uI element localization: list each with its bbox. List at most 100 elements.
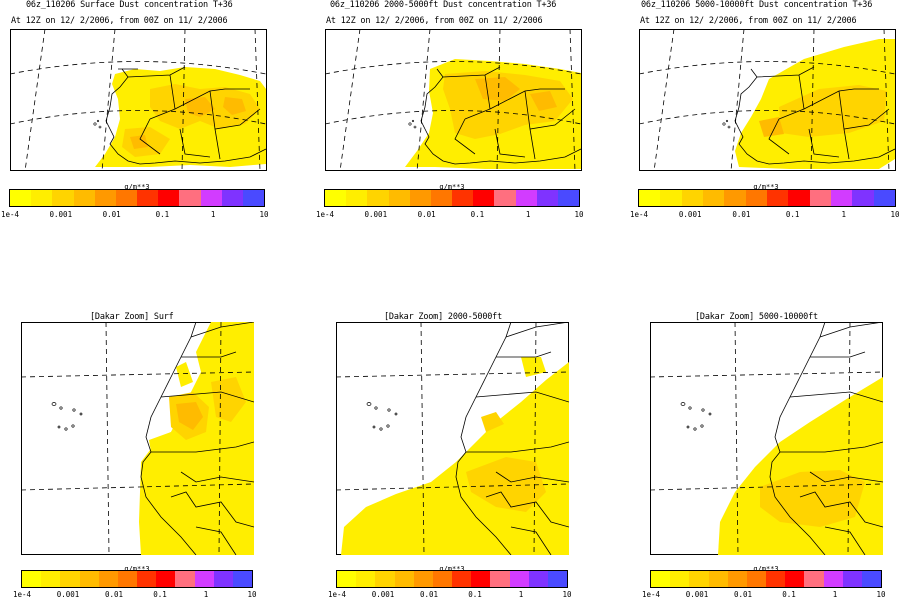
colorbar-tick-label: 0.01 <box>732 210 751 219</box>
colorbar-swatch <box>98 571 118 587</box>
colorbar-swatch <box>852 190 874 206</box>
colorbar-tick-label: 1 <box>841 210 847 219</box>
colorbar-swatch <box>727 571 747 587</box>
panel-5-colorbar-ticks: 1e-4 0.001 0.01 0.1 1 10 <box>328 590 572 600</box>
colorbar-swatch <box>41 571 61 587</box>
colorbar-tick-label: 0.1 <box>468 590 482 599</box>
colorbar-swatch <box>670 571 690 587</box>
islands <box>93 119 102 129</box>
colorbar-tick-label: 1e-4 <box>0 210 20 219</box>
colorbar-swatch <box>52 190 74 206</box>
colorbar-swatch <box>200 190 222 206</box>
panel-1-map <box>10 29 267 171</box>
panel-2-colorbar <box>324 189 580 207</box>
colorbar-swatch <box>409 190 431 206</box>
colorbar-swatch <box>137 571 157 587</box>
colorbar-swatch <box>823 571 843 587</box>
colorbar-swatch <box>232 571 253 587</box>
colorbar-swatch <box>346 190 368 206</box>
colorbar-swatch <box>60 571 80 587</box>
colorbar-tick-label: 10 <box>247 590 257 599</box>
panel-6-title: [Dakar Zoom] 5000-10000ft <box>695 312 818 322</box>
colorbar-swatch <box>117 571 138 587</box>
panel-4-colorbar-ticks: 1e-4 0.001 0.01 0.1 1 10 <box>13 590 257 600</box>
colorbar-swatch <box>809 190 831 206</box>
colorbar-swatch <box>194 571 214 587</box>
colorbar-tick-label: 1e-4 <box>327 590 347 599</box>
colorbar-swatch <box>660 190 682 206</box>
colorbar-swatch <box>873 190 895 206</box>
colorbar-swatch <box>432 571 453 587</box>
colorbar-tick-label: 0.1 <box>785 210 800 219</box>
panel-2-title: 06z_110206 2000-5000ft Dust concentratio… <box>330 0 557 10</box>
colorbar-swatch <box>536 190 558 206</box>
panel-5-colorbar <box>336 570 568 588</box>
colorbar-swatch <box>337 571 357 587</box>
colorbar-swatch <box>430 190 453 206</box>
colorbar-swatch <box>509 571 529 587</box>
colorbar-swatch <box>375 571 395 587</box>
colorbar-swatch <box>79 571 99 587</box>
panel-3-colorbar-ticks: 1e-4 0.001 0.01 0.1 1 10 <box>630 210 900 220</box>
panel-3-colorbar <box>638 189 896 207</box>
panel-4-title: [Dakar Zoom] Surf <box>90 312 174 322</box>
colorbar-swatch <box>22 571 42 587</box>
panel-6-colorbar <box>650 570 882 588</box>
colorbar-swatch <box>528 571 548 587</box>
colorbar-swatch <box>681 190 703 206</box>
colorbar-swatch <box>515 190 537 206</box>
panel-2-map <box>325 29 582 171</box>
panel-2-colorbar-ticks: 1e-4 0.001 0.01 0.1 1 10 <box>316 210 584 220</box>
panel-6-colorbar-ticks: 1e-4 0.001 0.01 0.1 1 10 <box>642 590 886 600</box>
colorbar-swatch <box>708 571 728 587</box>
colorbar-swatch <box>158 190 180 206</box>
colorbar-tick-label: 0.1 <box>470 210 485 219</box>
colorbar-tick-label: 0.001 <box>49 210 73 219</box>
colorbar-swatch <box>179 190 201 206</box>
colorbar-tick-label: 1e-4 <box>641 590 661 599</box>
colorbar-swatch <box>388 190 410 206</box>
panel-1-colorbar-unit: g/m**3 <box>124 183 150 191</box>
colorbar-tick-label: 10 <box>259 210 269 219</box>
colorbar-tick-label: 0.01 <box>419 590 439 599</box>
colorbar-swatch <box>115 190 138 206</box>
colorbar-swatch <box>557 190 580 206</box>
colorbar-swatch <box>356 571 376 587</box>
panel-3-colorbar-unit: g/m**3 <box>753 183 779 191</box>
colorbar-swatch <box>471 571 491 587</box>
colorbar-swatch <box>804 571 824 587</box>
colorbar-swatch <box>137 190 159 206</box>
colorbar-swatch <box>689 571 709 587</box>
panel-1-colorbar-ticks: 1e-4 0.001 0.01 0.1 1 10 <box>1 210 269 220</box>
colorbar-tick-label: 1e-4 <box>629 210 649 219</box>
panel-5-map <box>336 322 569 555</box>
colorbar-tick-label: 1 <box>518 590 524 599</box>
panel-1-title: 06z_110206 Surface Dust concentration T+… <box>26 0 233 10</box>
colorbar-swatch <box>724 190 746 206</box>
colorbar-tick-label: 10 <box>574 210 584 219</box>
colorbar-tick-label: 0.001 <box>364 210 388 219</box>
colorbar-swatch <box>490 571 510 587</box>
lat-lon-grid <box>10 29 267 171</box>
coastlines-borders <box>105 66 267 165</box>
colorbar-swatch <box>242 190 265 206</box>
colorbar-tick-label: 1 <box>832 590 838 599</box>
panel-2-colorbar-unit: g/m**3 <box>439 183 465 191</box>
colorbar-tick-label: 1 <box>525 210 531 219</box>
panel-5-colorbar-unit: g/m**3 <box>439 565 465 573</box>
panel-5-title: [Dakar Zoom] 2000-5000ft <box>384 312 503 322</box>
panel-3-map <box>639 29 896 171</box>
colorbar-swatch <box>547 571 568 587</box>
colorbar-swatch <box>861 571 882 587</box>
colorbar-swatch <box>494 190 516 206</box>
panel-4-colorbar <box>21 570 253 588</box>
colorbar-tick-label: 10 <box>562 590 572 599</box>
colorbar-tick-label: 0.1 <box>153 590 167 599</box>
colorbar-swatch <box>175 571 195 587</box>
colorbar-tick-label: 0.001 <box>56 590 80 599</box>
colorbar-tick-label: 1e-4 <box>315 210 335 219</box>
panel-1-subtitle: At 12Z on 12/ 2/2006, from 00Z on 11/ 2/… <box>11 16 228 26</box>
panel-3-subtitle: At 12Z on 12/ 2/2006, from 00Z on 11/ 2/… <box>640 16 857 26</box>
colorbar-swatch <box>639 190 661 206</box>
panel-4-colorbar-unit: g/m**3 <box>124 565 150 573</box>
